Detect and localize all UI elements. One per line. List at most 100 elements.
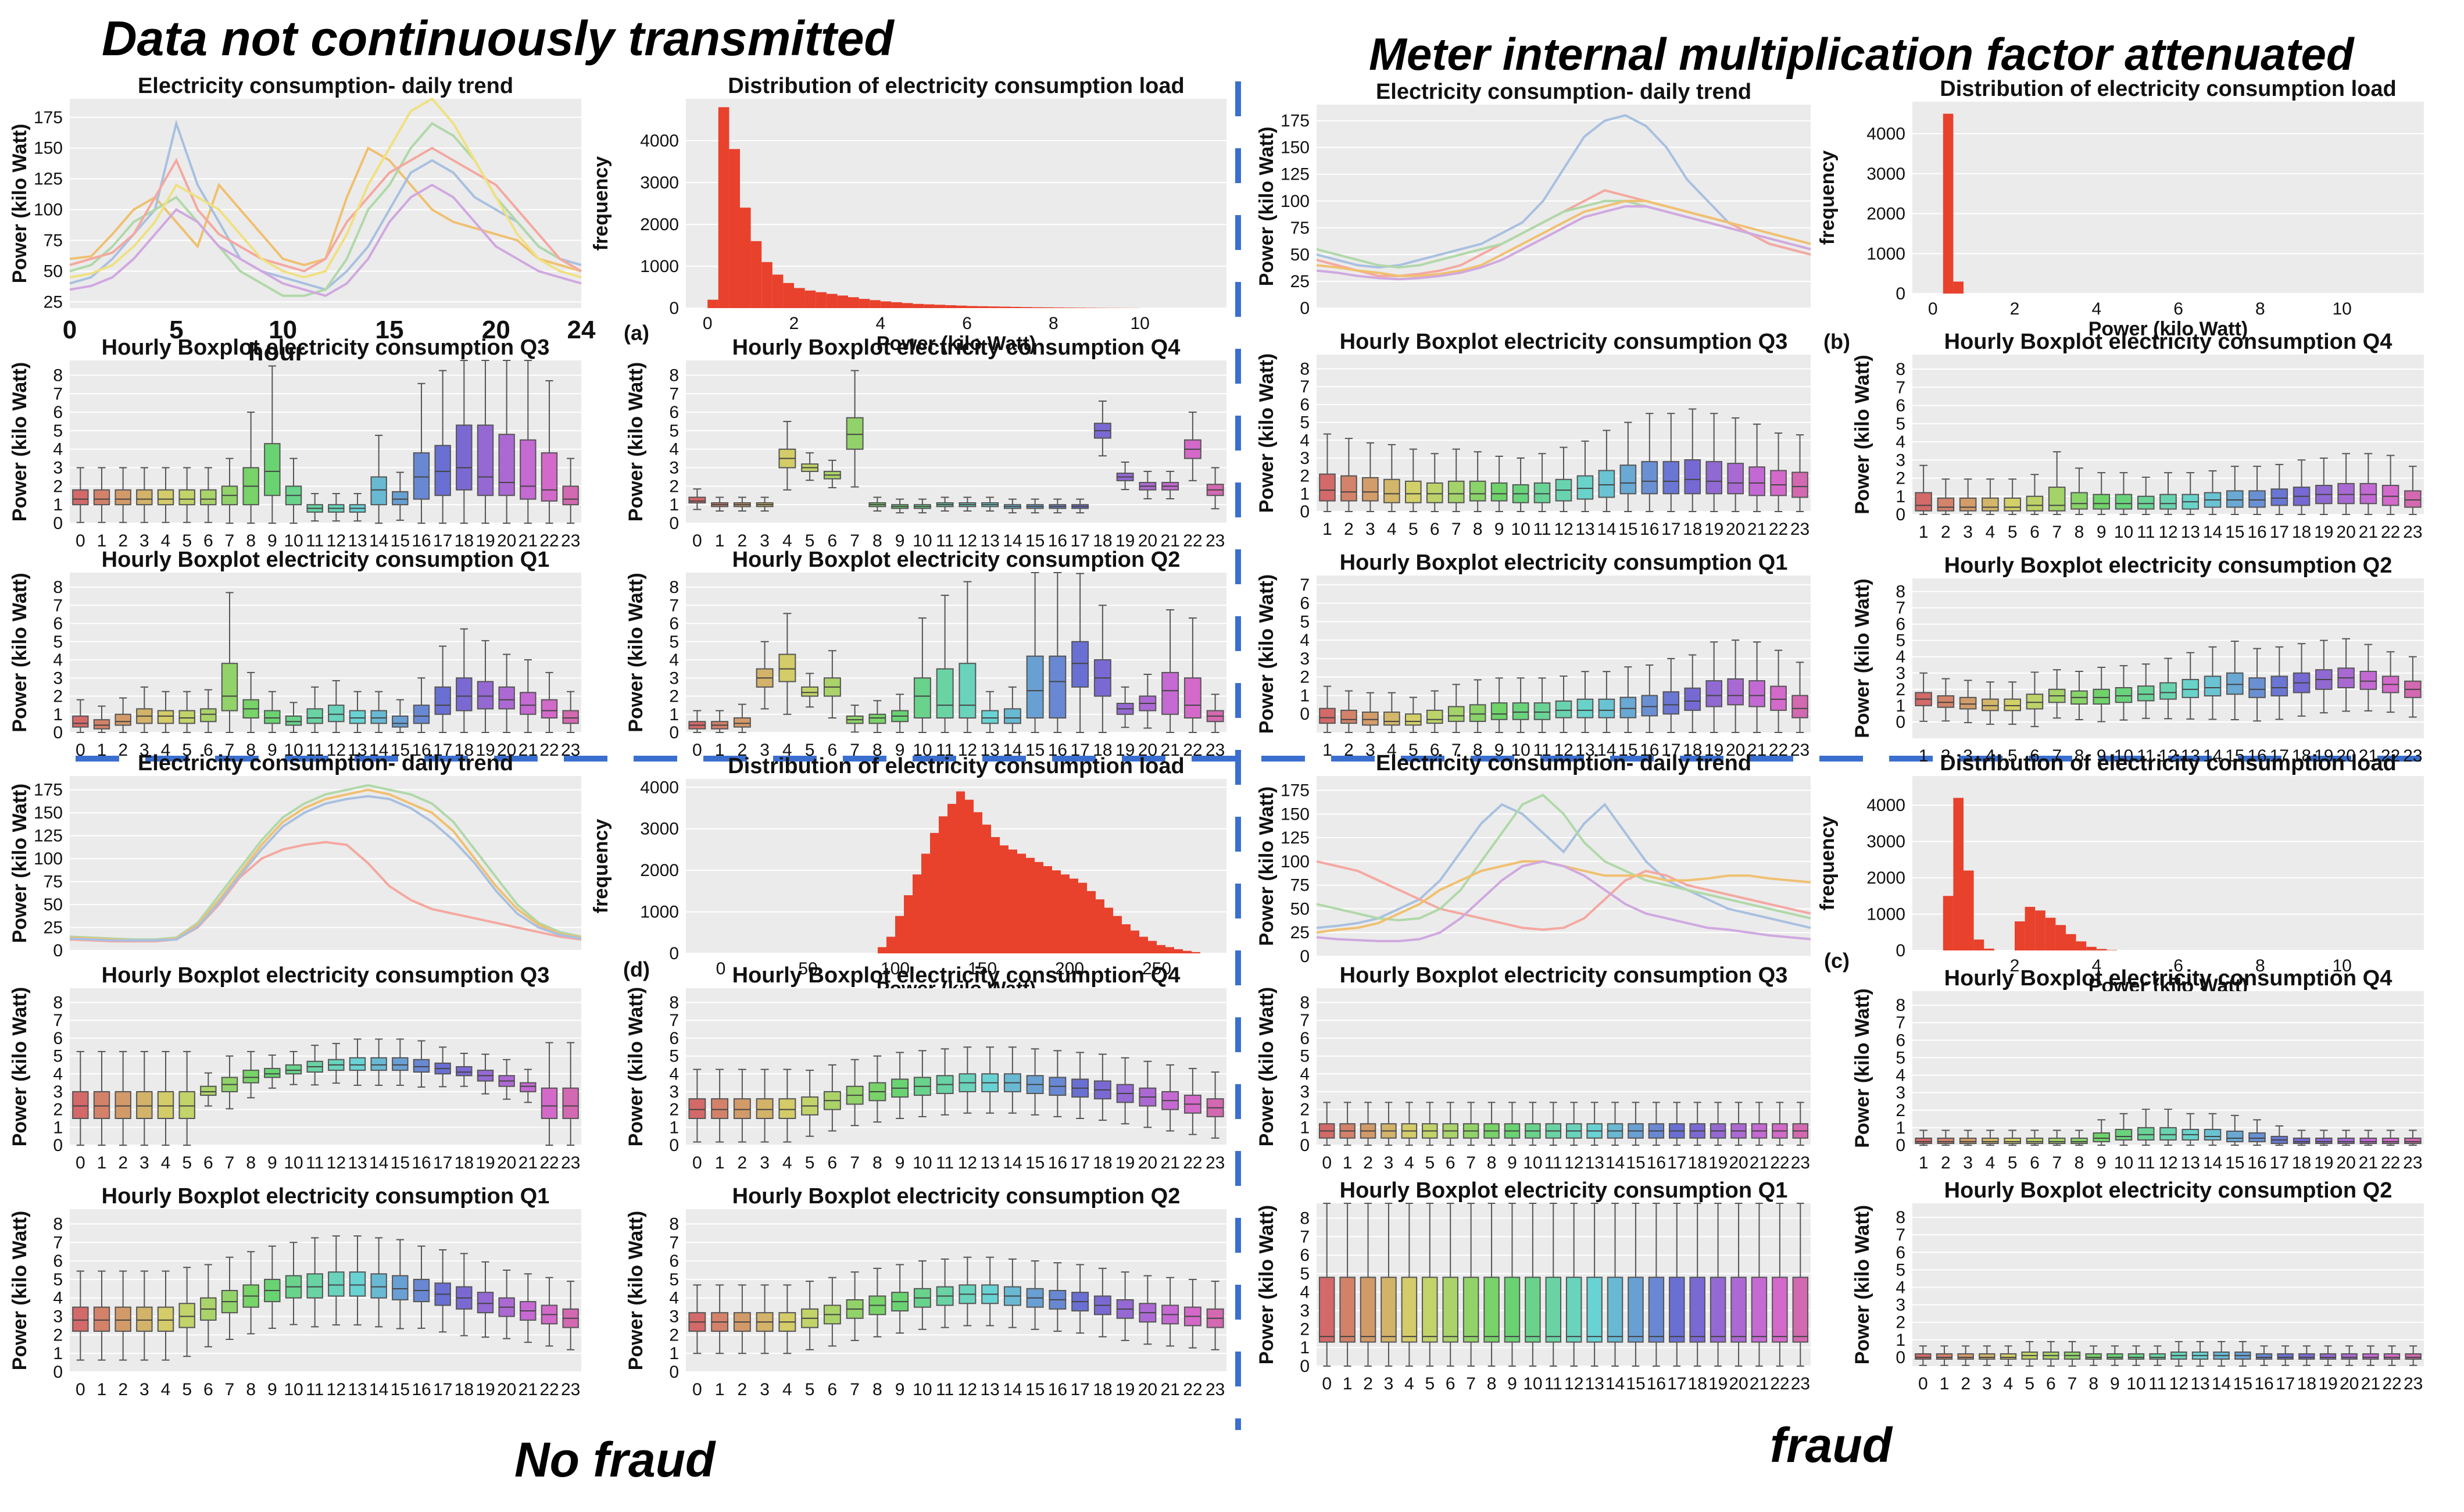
y-tick-label: 100 [34,201,63,220]
x-tick-label: 2 [738,1153,748,1173]
x-tick-label: 10 [2333,299,2352,319]
box [157,710,174,724]
y-tick-label: 75 [44,873,63,892]
box [115,1091,131,1119]
y-tick-label: 2000 [640,215,679,234]
box [1915,492,1932,512]
x-tick-label: 2 [738,741,748,760]
x-tick-label: 18 [455,741,474,760]
y-tick-label: 0 [669,1363,679,1382]
box [328,1271,345,1297]
x-tick-label: 20 [1729,1153,1748,1173]
box [1405,480,1422,503]
x-tick-label: 11 [2148,1374,2166,1393]
chart-title: Hourly Boxplot electricity consumption Q… [732,548,1181,572]
footer-no-fraud: No fraud [514,1432,716,1487]
x-tick-label: 18 [1093,1153,1112,1173]
x-tick-label: 24 [567,316,596,344]
chart-title: Hourly Boxplot electricity consumption Q… [1340,551,1788,575]
chart-title: Hourly Boxplot electricity consumption Q… [1944,966,2393,991]
box [413,1059,430,1073]
x-tick-label: 15 [1025,1153,1045,1173]
box [157,489,174,506]
histogram-bar [2045,917,2056,950]
y-axis-label: Power (kilo Watt) [1851,578,1873,738]
x-tick-label: 22 [1183,1153,1202,1173]
x-tick-label: 4 [2091,299,2101,319]
x-tick-label: 19 [1115,1380,1135,1399]
x-tick-label: 19 [475,1153,495,1173]
y-axis-label: Power (kilo Watt) [625,573,647,732]
box [2341,1353,2358,1360]
x-tick-label: 21 [1747,520,1766,539]
box [1684,459,1701,495]
histogram-bar [1010,306,1021,308]
box [2026,495,2044,512]
x-tick-label: 5 [805,531,815,551]
x-tick-label: 18 [2292,746,2311,766]
box [1405,713,1422,726]
histogram-bar [1021,307,1032,308]
x-tick-label: 21 [518,1153,538,1173]
x-tick-label: 8 [246,741,256,760]
x-tick-label: 5 [1425,1374,1435,1393]
box [846,417,864,450]
box [520,439,537,500]
x-axis-label: Power (kilo Watt) [2089,318,2248,340]
box [93,1091,110,1119]
histogram-bar [848,297,859,308]
histogram-bar [761,262,773,308]
x-tick-label: 16 [2247,746,2266,766]
box [1447,480,1465,503]
box [1026,655,1044,719]
box [1426,482,1443,503]
chart-title: Hourly Boxplot electricity consumption Q… [1944,553,2393,578]
x-tick-label: 18 [1688,1374,1707,1393]
y-tick-label: 5 [1896,414,1905,434]
y-tick-label: 3 [1896,664,1905,683]
box [1705,680,1723,707]
x-tick-label: 5 [2008,746,2018,766]
x-tick-label: 17 [1661,520,1680,539]
chart-title: Hourly Boxplot electricity consumption Q… [732,1184,1181,1209]
box [157,1306,174,1332]
x-tick-label: 17 [1070,1153,1089,1173]
chart-d-12: Electricity consumption- daily trend 0 25 5… [9,751,582,960]
x-tick-label: 1 [97,741,107,760]
histogram-bar [1984,948,1994,950]
box [1381,1277,1397,1343]
series-line-0 [1316,802,1811,930]
x-tick-label: 22 [2381,523,2400,542]
box [1689,1277,1705,1343]
x-tick-label: 17 [1070,531,1089,551]
x-tick-label: 10 [913,1380,932,1399]
x-tick-label: 9 [895,1380,905,1399]
histogram-bar [1183,950,1192,953]
box [1533,482,1551,503]
x-tick-label: 0 [76,1153,85,1173]
y-tick-label: 1000 [640,903,679,922]
x-tick-label: 15 [391,741,410,760]
y-tick-label: 0 [1896,713,1905,732]
x-tick-label: 15 [2225,746,2244,766]
chart-a-3: Hourly Boxplot electricity consumption Q… [625,335,1226,551]
y-axis-label: Power (kilo Watt) [625,1211,647,1371]
y-tick-label: 4 [1896,432,1905,452]
y-tick-label: 2 [1896,1101,1905,1120]
y-tick-label: 50 [44,262,63,281]
x-tick-label: 2 [1941,523,1951,542]
y-tick-label: 2 [1300,1320,1310,1339]
histogram-bar [1953,798,1964,950]
x-tick-label: 8 [246,1380,256,1399]
x-tick-label: 4 [1986,746,1995,766]
chart-b-11: Hourly Boxplot electricity consumption Q… [1851,553,2424,766]
box [562,710,579,724]
x-tick-label: 5 [182,1153,192,1173]
x-tick-label: 23 [2404,1374,2423,1393]
x-tick-label: 5 [182,1380,192,1399]
x-tick-label: 10 [284,741,303,760]
x-tick-label: 13 [980,1380,999,1399]
box [1071,641,1089,688]
x-tick-label: 2 [118,1153,128,1173]
x-tick-label: 1 [1940,1374,1950,1393]
